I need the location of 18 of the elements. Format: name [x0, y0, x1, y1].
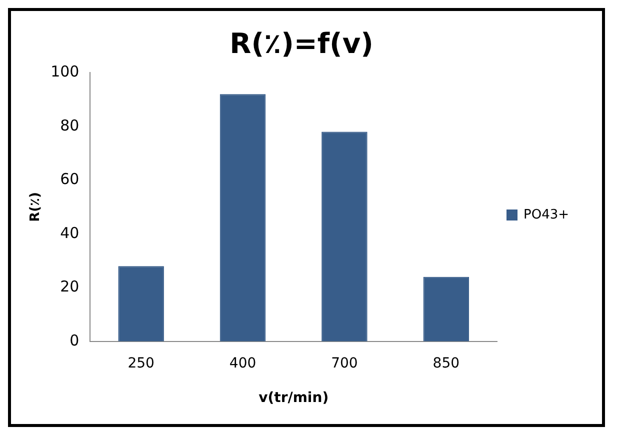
x-tick-label: 400: [229, 355, 256, 372]
y-tick-label: 100: [50, 62, 80, 80]
x-tick-label: 250: [128, 355, 154, 372]
x-axis-title: v(tr/min): [258, 390, 329, 406]
y-tick-label: 40: [60, 224, 80, 242]
y-tick-label: 80: [60, 116, 80, 134]
y-tick-label: 60: [60, 170, 80, 188]
x-tick-label: 700: [331, 355, 358, 372]
x-tick-label: 850: [432, 355, 460, 372]
y-axis-title: R(٪): [28, 192, 44, 222]
legend-label: PO43+: [523, 207, 570, 222]
chart-title: R(٪)=f(v): [230, 27, 374, 60]
bar: [220, 94, 266, 342]
y-tick-label: 20: [60, 278, 80, 296]
bar: [322, 132, 368, 342]
bar: [423, 276, 470, 342]
bar: [118, 266, 164, 342]
y-tick-label: 0: [70, 331, 80, 350]
